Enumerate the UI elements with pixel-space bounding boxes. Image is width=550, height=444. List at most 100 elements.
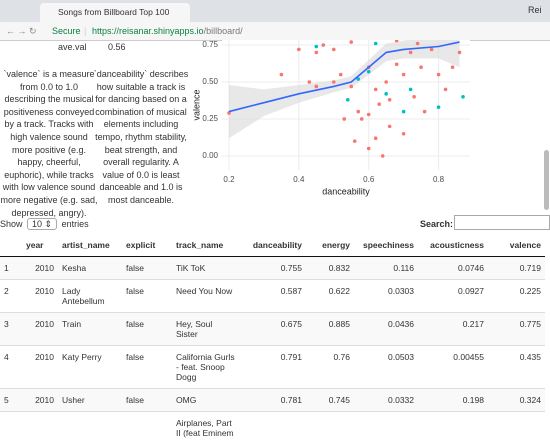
column-header: year <box>22 234 58 257</box>
table-cell <box>418 412 488 444</box>
point <box>332 48 336 52</box>
table-row: Airplanes, Part II (feat Eminem <box>0 412 545 444</box>
table-cell: Hey, Soul Sister <box>172 313 240 346</box>
table-cell <box>488 412 545 444</box>
url-path: /billboard/ <box>204 26 243 36</box>
table-cell: 5 <box>0 389 22 412</box>
separator: | <box>84 22 86 40</box>
table-cell: 0.435 <box>488 346 545 389</box>
point <box>280 73 284 77</box>
description: `valence` is a measure from 0.0 to 1.0 d… <box>0 68 98 219</box>
table-cell: false <box>122 280 172 313</box>
table-cell <box>306 412 354 444</box>
table-cell: Lady Antebellum <box>58 280 122 313</box>
point <box>388 98 392 102</box>
table-cell: false <box>122 313 172 346</box>
point <box>451 65 455 69</box>
column-header: danceability <box>240 234 306 257</box>
table-cell <box>122 412 172 444</box>
length-control: Show 10 ⇕ entries <box>0 217 89 231</box>
point <box>374 136 378 140</box>
point <box>419 65 423 69</box>
table-cell: TiK ToK <box>172 257 240 280</box>
table-cell: 2010 <box>22 257 58 280</box>
point <box>315 85 319 89</box>
point <box>409 51 413 55</box>
point <box>461 95 465 99</box>
table-cell: 0.791 <box>240 346 306 389</box>
table-cell: 1 <box>0 257 22 280</box>
table-cell: false <box>122 346 172 389</box>
table-cell: 0.745 <box>306 389 354 412</box>
point <box>349 40 353 44</box>
y-tick-label: 0.50 <box>202 77 218 86</box>
column-header: energy <box>306 234 354 257</box>
table-cell: 0.885 <box>306 313 354 346</box>
point <box>416 42 420 46</box>
column-header: valence <box>488 234 545 257</box>
secure-label: Secure <box>52 22 81 40</box>
column-header: speechiness <box>354 234 418 257</box>
table-cell <box>240 412 306 444</box>
table-cell: Katy Perry <box>58 346 122 389</box>
point <box>367 113 371 117</box>
search-input[interactable] <box>454 215 550 230</box>
x-axis-label: danceability <box>322 186 370 196</box>
table-cell: 0.775 <box>488 313 545 346</box>
column-header: track_name <box>172 234 240 257</box>
point <box>346 98 350 102</box>
x-tick-label: 0.6 <box>363 175 375 184</box>
table-cell: 0.719 <box>488 257 545 280</box>
index-header <box>0 234 22 257</box>
column-header: acousticness <box>418 234 488 257</box>
table-cell: 0.675 <box>240 313 306 346</box>
table-cell: 0.225 <box>488 280 545 313</box>
profile[interactable]: Rei <box>528 5 542 15</box>
table-cell: 0.00455 <box>418 346 488 389</box>
table-cell: 0.116 <box>354 257 418 280</box>
table-cell: 0.0303 <box>354 280 418 313</box>
length-select[interactable]: 10 ⇕ <box>27 218 57 230</box>
table-cell: 0.781 <box>240 389 306 412</box>
nav-buttons[interactable]: ← → ↻ <box>6 22 37 40</box>
point <box>402 73 406 77</box>
point <box>339 73 343 77</box>
point <box>412 95 416 99</box>
table-cell: 0.755 <box>240 257 306 280</box>
tab[interactable]: Songs from Billboard Top 100 <box>40 3 190 22</box>
url[interactable]: https://reisanar.shinyapps.io/billboard/ <box>92 22 243 40</box>
x-tick-label: 0.8 <box>433 175 445 184</box>
table-cell: false <box>122 257 172 280</box>
table-cell: 2010 <box>22 313 58 346</box>
table-cell: Kesha <box>58 257 122 280</box>
point <box>374 42 378 46</box>
point <box>384 92 388 96</box>
scrollbar[interactable] <box>544 150 549 210</box>
table-cell: 0.198 <box>418 389 488 412</box>
table-cell: 0.0927 <box>418 280 488 313</box>
table-cell: Airplanes, Part II (feat Eminem <box>172 412 240 444</box>
table-cell: false <box>122 389 172 412</box>
table-cell: 0.0332 <box>354 389 418 412</box>
address-bar: ← → ↻ Secure | https://reisanar.shinyapp… <box>0 22 550 41</box>
y-tick-label: 0.00 <box>202 151 218 160</box>
table-cell: Need You Now <box>172 280 240 313</box>
search-label: Search: <box>420 219 453 229</box>
x-tick-label: 0.4 <box>293 175 305 184</box>
point <box>367 147 371 151</box>
tab-title: Songs from Billboard Top 100 <box>58 7 169 17</box>
table-cell: 0.832 <box>306 257 354 280</box>
point <box>353 139 357 143</box>
point <box>332 80 336 84</box>
table-cell: 4 <box>0 346 22 389</box>
stat-value: 0.56 <box>108 42 126 52</box>
point <box>384 80 388 84</box>
point <box>409 88 413 92</box>
show-label: Show <box>0 219 23 229</box>
point <box>381 154 385 158</box>
